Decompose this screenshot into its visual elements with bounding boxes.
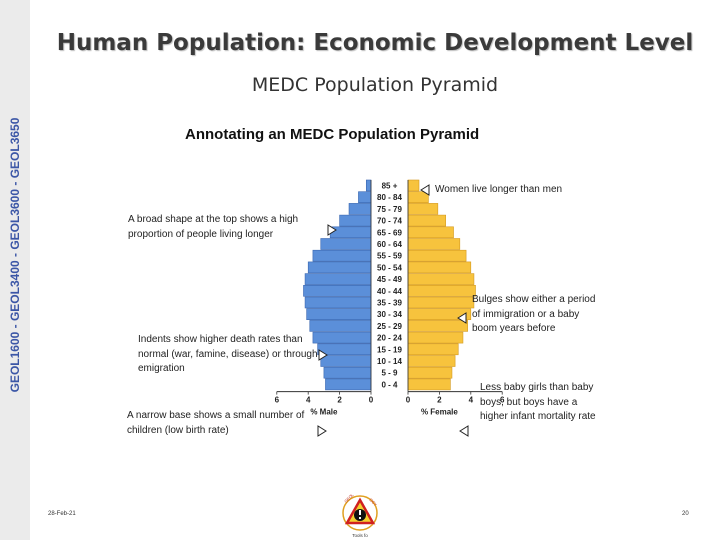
- male-bar: [325, 378, 372, 391]
- slide-title: Human Population: Economic Development L…: [56, 30, 694, 56]
- logo-ring-word-left: GEOL: [343, 494, 355, 504]
- male-bar: [307, 261, 372, 274]
- logo-ring-word-right: OGY: [368, 497, 378, 507]
- male-bar: [358, 191, 372, 203]
- x-tick-label: 2: [337, 396, 342, 405]
- x-tick-label: 4: [306, 396, 311, 405]
- female-bar: [407, 320, 468, 332]
- age-group-label: 5 - 9: [381, 369, 398, 378]
- logo-ring: [342, 495, 378, 531]
- female-bar: [407, 355, 456, 367]
- male-bar: [320, 238, 372, 250]
- female-bar: [407, 378, 451, 391]
- male-bar: [339, 214, 372, 227]
- age-group-label: 70 - 74: [377, 217, 402, 226]
- female-bar: [407, 296, 475, 309]
- annotation-arrow-indents: [318, 349, 328, 361]
- age-group-label: 35 - 39: [377, 299, 402, 308]
- age-group-label: 45 - 49: [377, 275, 402, 284]
- age-group-label: 60 - 64: [377, 240, 402, 249]
- female-bar: [407, 226, 454, 239]
- annotation-arrow-women: [420, 184, 430, 196]
- annotation-arrow-narrow-base: [317, 425, 327, 437]
- female-bar: [407, 366, 453, 379]
- x-tick-label: 4: [469, 396, 474, 405]
- annotation-arrow-bulges: [457, 312, 467, 324]
- age-group-label: 30 - 34: [377, 310, 402, 319]
- age-group-label: 50 - 54: [377, 263, 402, 272]
- slide-subtitle: MEDC Population Pyramid: [251, 74, 499, 96]
- x-tick-label: 6: [500, 396, 505, 405]
- female-bar: [407, 284, 476, 297]
- age-group-label: 0 - 4: [381, 380, 398, 389]
- male-bar: [304, 273, 372, 285]
- annotation-arrow-broad-top: [327, 224, 337, 236]
- male-bar: [365, 179, 372, 192]
- annotation-girls: Less baby girls than baby boys, but boys…: [480, 382, 596, 422]
- age-group-label: 10 - 14: [377, 357, 402, 366]
- chart-title: Annotating an MEDC Population Pyramid: [185, 126, 480, 143]
- side-bar: [0, 0, 30, 540]
- male-bar: [320, 355, 372, 367]
- age-group-label: 40 - 44: [377, 287, 402, 296]
- x-tick-label: 2: [437, 396, 442, 405]
- annotation-women: Women live longer than men: [435, 184, 563, 195]
- footer-date: 28-Feb-21: [48, 511, 76, 517]
- male-bar: [309, 320, 372, 332]
- x-tick-label: 0: [406, 396, 411, 405]
- annotation-arrow-girls: [459, 425, 469, 437]
- male-bar: [304, 296, 372, 309]
- annotation-narrow-base: A narrow base shows a small number of ch…: [127, 410, 305, 436]
- male-bar: [348, 203, 372, 215]
- annotation-broad-top: A broad shape at the top shows a high pr…: [128, 214, 299, 240]
- male-axis-title: % Male: [310, 408, 338, 417]
- male-bar: [312, 249, 372, 262]
- male-bar: [329, 226, 372, 239]
- female-bar: [407, 331, 464, 344]
- female-bar: [407, 179, 420, 192]
- age-group-label: 65 - 69: [377, 228, 402, 237]
- female-bar: [407, 238, 461, 250]
- female-bar: [407, 214, 446, 227]
- annotation-bulges: Bulges show either a period of immigrati…: [472, 294, 596, 334]
- age-group-label: 15 - 19: [377, 345, 402, 354]
- male-bar: [306, 308, 372, 321]
- age-group-label: 20 - 24: [377, 334, 402, 343]
- female-bar: [407, 191, 429, 203]
- female-bar: [407, 261, 472, 274]
- x-tick-label: 0: [369, 396, 374, 405]
- age-group-label: 85 +: [382, 182, 398, 191]
- female-bar: [407, 273, 475, 285]
- male-bar: [323, 366, 372, 379]
- female-axis-title: % Female: [421, 408, 458, 417]
- female-bar: [407, 203, 439, 215]
- annotation-indents: Indents show higher death rates than nor…: [138, 334, 318, 374]
- x-tick-label: 6: [275, 396, 280, 405]
- female-bar: [407, 249, 467, 262]
- female-bar: [407, 343, 459, 356]
- male-bar: [303, 284, 372, 297]
- age-group-label: 25 - 29: [377, 322, 402, 331]
- logo-caption: Tools fo: [352, 533, 368, 538]
- age-group-label: 80 - 84: [377, 193, 402, 202]
- age-group-label: 75 - 79: [377, 205, 402, 214]
- logo: GEOL OGY Tools fo: [342, 494, 378, 538]
- page-number: 20: [682, 511, 689, 517]
- age-group-label: 55 - 59: [377, 252, 402, 261]
